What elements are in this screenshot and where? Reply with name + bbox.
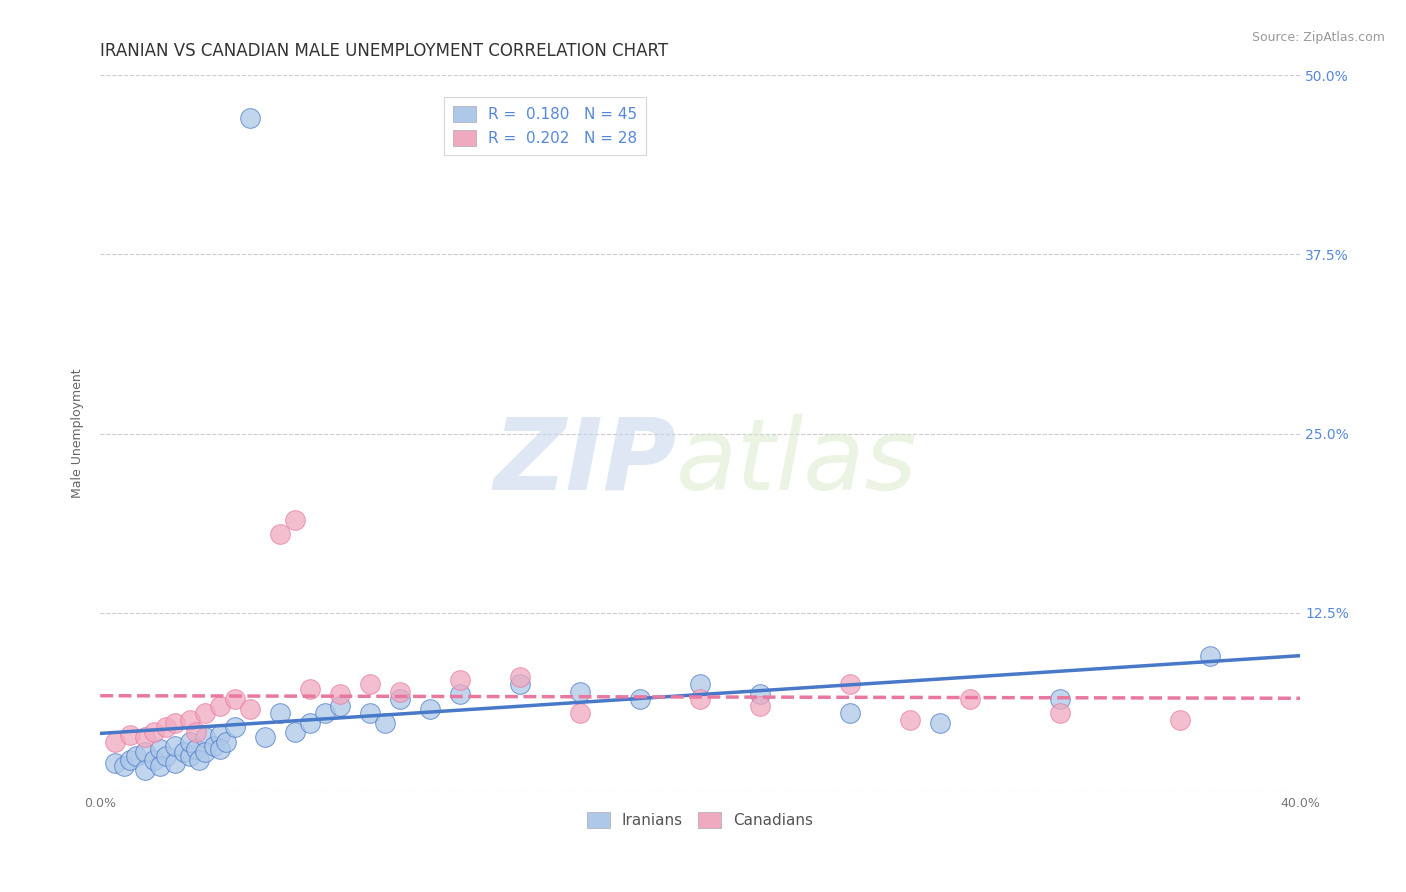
Point [120, 753, 142, 767]
Point [194, 731, 217, 745]
Point [1049, 691, 1071, 706]
Point [284, 724, 307, 739]
Point [389, 684, 412, 698]
Point [628, 691, 651, 706]
Point [509, 670, 531, 684]
Point [839, 706, 862, 720]
Point [839, 677, 862, 691]
Point [155, 721, 177, 735]
Point [449, 688, 471, 702]
Point [209, 698, 232, 713]
Text: IRANIAN VS CANADIAN MALE UNEMPLOYMENT CORRELATION CHART: IRANIAN VS CANADIAN MALE UNEMPLOYMENT CO… [100, 42, 668, 60]
Point [104, 756, 127, 771]
Point [155, 749, 177, 764]
Point [188, 753, 211, 767]
Point [179, 713, 201, 727]
Legend: Iranians, Canadians: Iranians, Canadians [581, 806, 820, 835]
Point [749, 688, 772, 702]
Point [959, 691, 981, 706]
Point [104, 735, 127, 749]
Point [689, 691, 711, 706]
Point [143, 724, 166, 739]
Point [209, 742, 232, 756]
Point [419, 702, 441, 716]
Y-axis label: Male Unemployment: Male Unemployment [72, 368, 84, 499]
Text: Source: ZipAtlas.com: Source: ZipAtlas.com [1251, 31, 1385, 45]
Point [224, 691, 246, 706]
Point [239, 702, 262, 716]
Point [509, 677, 531, 691]
Point [254, 731, 277, 745]
Point [1049, 706, 1071, 720]
Point [202, 739, 225, 753]
Point [149, 759, 172, 773]
Point [749, 698, 772, 713]
Point [165, 739, 187, 753]
Point [215, 735, 238, 749]
Point [929, 716, 952, 731]
Point [689, 677, 711, 691]
Point [179, 735, 201, 749]
Point [299, 681, 322, 696]
Point [299, 716, 322, 731]
Text: ZIP: ZIP [494, 414, 676, 511]
Point [179, 749, 201, 764]
Point [314, 706, 336, 720]
Point [329, 688, 352, 702]
Point [143, 753, 166, 767]
Point [165, 716, 187, 731]
Point [149, 742, 172, 756]
Point [374, 716, 396, 731]
Point [134, 764, 156, 778]
Point [120, 728, 142, 742]
Point [269, 706, 291, 720]
Point [134, 731, 156, 745]
Point [389, 691, 412, 706]
Point [173, 745, 195, 759]
Point [359, 677, 381, 691]
Point [224, 721, 246, 735]
Point [569, 706, 592, 720]
Point [329, 698, 352, 713]
Point [1199, 648, 1222, 663]
Point [125, 749, 148, 764]
Point [569, 684, 592, 698]
Point [1168, 713, 1191, 727]
Point [194, 745, 217, 759]
Point [209, 728, 232, 742]
Point [449, 673, 471, 687]
Point [359, 706, 381, 720]
Point [112, 759, 135, 773]
Point [194, 706, 217, 720]
Text: atlas: atlas [676, 414, 918, 511]
Point [186, 742, 208, 756]
Point [284, 513, 307, 527]
Point [134, 745, 156, 759]
Point [165, 756, 187, 771]
Point [269, 527, 291, 541]
Point [898, 713, 921, 727]
Point [186, 724, 208, 739]
Point [239, 112, 262, 126]
